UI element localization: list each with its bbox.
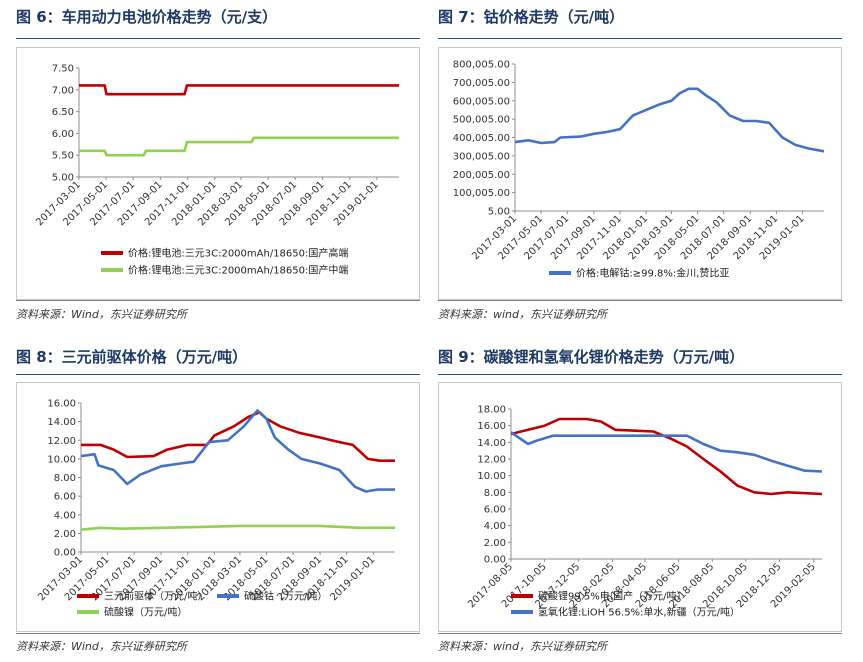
legend-label: 三元前驱体（万元/吨） [104,590,207,603]
y-tick-label: 7.00 [52,85,74,96]
y-tick-label: 18.00 [477,405,506,416]
y-tick-label: 7.50 [52,64,74,75]
y-tick-label: 6.00 [52,129,74,140]
series-line [80,409,395,493]
title-divider [16,374,420,376]
series-line [79,84,399,96]
panel-fig6: 图 6：车用动力电池价格走势（元/支） 5.00 5.50 6.00 6.50 7.00… [16,0,420,330]
series-line [514,87,825,153]
title-divider [438,374,842,376]
chart-svg: 0.00 2.00 4.00 6.00 8.00 10.00 12.00 14.00 16.00… [466,405,823,619]
y-tick-label: 5.00 [488,207,510,218]
y-tick-label: 8.00 [484,488,506,499]
series-line [80,524,395,531]
y-tick-label: 300,005.00 [453,151,510,162]
source-divider [438,300,842,301]
chart-title: 图 8：三元前驱体价格（万元/吨） [16,348,248,366]
legend-label: 氢氧化锂:LiOH 56.5%:单水,新疆（万元/吨） [538,606,740,619]
y-tick-label: 4.00 [484,521,506,532]
y-tick-label: 0.00 [484,555,506,566]
source-divider [16,633,420,634]
source-note: 资料来源：Wind，东兴证券研究所 [16,308,187,321]
chart-frame: 5.00 5.50 6.00 6.50 7.00 7.50 2017-03-01 2017-0… [16,47,420,300]
y-tick-label: 800,005.00 [453,60,510,71]
legend-label: 价格:电解钴:≥99.8%:金川,赞比亚 [576,267,729,280]
source-note: 资料来源：wind，东兴证券研究所 [438,640,608,653]
legend-label: 硫酸镍（万元/吨） [104,606,187,619]
series-line [510,417,823,496]
legend-label: 硫酸钴（万元/吨） [244,590,327,603]
series-line [81,411,395,462]
y-tick-label: 600,005.00 [453,96,510,107]
chart-title: 图 9：碳酸锂和氢氧化锂价格走势（万元/吨） [438,348,745,366]
chart-svg: 5.005.506.006.507.007.502017-03-012017-0… [34,64,399,277]
y-tick-label: 14.00 [47,417,76,428]
y-tick-label: 700,005.00 [453,78,510,89]
y-tick-label: 2.00 [484,538,506,549]
y-tick-label: 16.00 [47,399,76,410]
series-line [510,431,823,473]
panel-fig8: 图 8：三元前驱体价格（万元/吨） 0.00 2.00 4.00 6.00 8.00 10… [16,340,420,660]
y-tick-label: 400,005.00 [453,133,510,144]
panel-fig7: 图 7：钴价格走势（元/吨） 5.00 100,005.00 200,005.00 3… [438,0,842,330]
legend-label: 碳酸锂99.5%电:国产（万元/吨） [538,590,687,603]
panel-fig9: 图 9：碳酸锂和氢氧化锂价格走势（万元/吨） 0.00 2.00 4.00 6.00 8… [438,340,842,660]
y-tick-label: 5.00 [52,173,74,184]
source-note: 资料来源：wind，东兴证券研究所 [438,308,608,321]
chart-frame: 0.00 2.00 4.00 6.00 8.00 10.00 12.00 14.00 16.00… [16,382,420,632]
y-tick-label: 14.00 [477,438,506,449]
y-tick-label: 12.00 [47,436,76,447]
y-tick-label: 6.00 [484,505,506,516]
y-tick-label: 10.00 [477,471,506,482]
chart-title: 图 6：车用动力电池价格走势（元/支） [16,8,278,26]
source-note: 资料来源：Wind，东兴证券研究所 [16,640,187,653]
chart-frame: 0.00 2.00 4.00 6.00 8.00 10.00 12.00 14.00 16.00… [438,382,842,632]
chart-svg: 0.00 2.00 4.00 6.00 8.00 10.00 12.00 14.00 16.00… [36,399,395,619]
y-tick-label: 0.00 [54,548,76,559]
y-tick-label: 12.00 [477,455,506,466]
legend-label: 价格:锂电池:三元3C:2000mAh/18650:国产中端 [128,264,348,277]
y-tick-label: 500,005.00 [453,115,510,126]
source-divider [16,300,420,301]
y-tick-label: 100,005.00 [453,188,510,199]
y-tick-label: 5.50 [52,151,74,162]
legend-label: 价格:锂电池:三元3C:2000mAh/18650:国产高端 [128,247,348,260]
y-tick-label: 6.00 [54,492,76,503]
series-line [79,136,399,157]
y-tick-label: 4.00 [54,510,76,521]
chart-frame: 5.00 100,005.00 200,005.00 300,005.00 400,00… [438,47,842,300]
y-tick-label: 6.50 [52,107,74,118]
y-tick-label: 200,005.00 [453,170,510,181]
y-tick-label: 8.00 [54,473,76,484]
title-divider [438,38,842,40]
y-tick-label: 16.00 [477,421,506,432]
title-divider [16,38,420,40]
chart-title: 图 7：钴价格走势（元/吨） [438,8,625,26]
chart-svg: 5.00 100,005.00 200,005.00 300,005.00 400,00… [453,60,825,280]
y-tick-label: 10.00 [47,454,76,465]
y-tick-label: 2.00 [54,529,76,540]
source-divider [438,633,842,634]
